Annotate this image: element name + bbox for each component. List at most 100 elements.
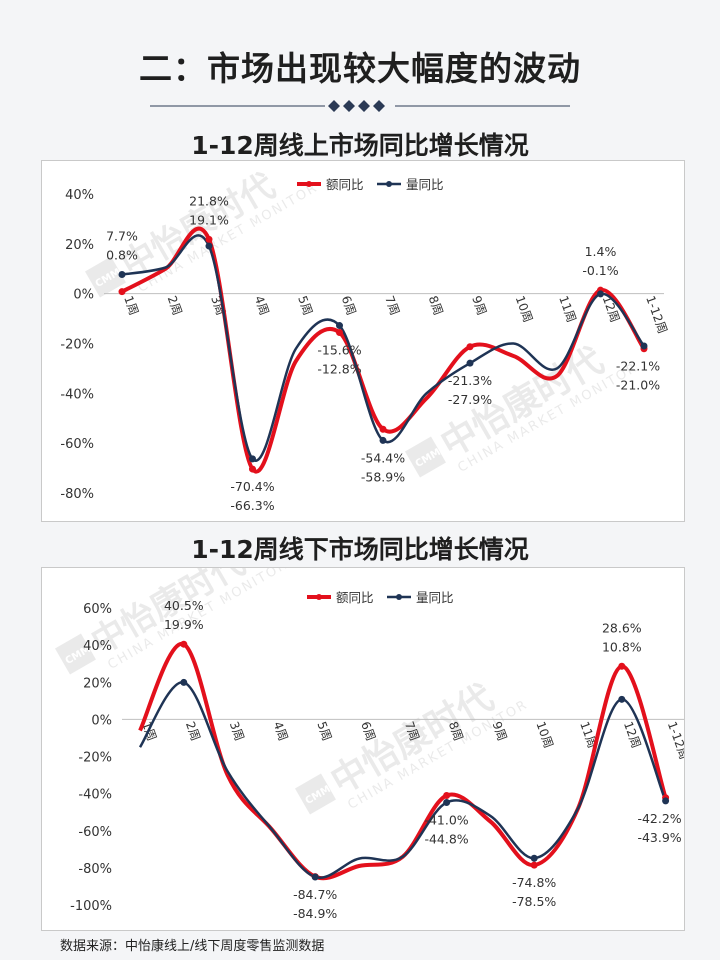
data-label: -84.9% — [293, 906, 337, 921]
y-tick-label: 0% — [91, 713, 112, 728]
legend-marker — [396, 594, 402, 600]
x-tick-label: 4周 — [271, 720, 291, 743]
data-label: -21.0% — [616, 378, 660, 393]
legend-marker — [306, 181, 312, 187]
watermark-logo-icon — [55, 633, 96, 675]
data-point — [618, 662, 626, 670]
data-label: 40.5% — [164, 598, 204, 613]
data-label: 19.1% — [189, 212, 229, 227]
data-label: 0.8% — [106, 247, 138, 262]
data-point — [118, 270, 126, 278]
data-point — [180, 640, 188, 648]
legend-label: 额同比 — [326, 177, 364, 192]
data-point — [205, 235, 213, 243]
page-title: 二：市场出现较大幅度的波动 — [139, 49, 581, 88]
chart1-panel: CMM 中怡康时代 CHINA MARKET MONITOR CMM 中怡康时代 CHIN… — [41, 160, 685, 522]
data-point — [379, 425, 387, 433]
chart2-title: 1-12周线下市场同比增长情况 — [191, 535, 529, 564]
data-point — [530, 861, 538, 869]
x-tick-label: 3周 — [227, 720, 247, 743]
data-point — [379, 436, 387, 444]
data-point — [466, 359, 474, 367]
data-point — [530, 854, 538, 862]
data-point — [443, 799, 451, 807]
x-tick-label: 1周 — [121, 294, 141, 317]
data-point — [180, 678, 188, 686]
x-tick-label: 7周 — [402, 720, 422, 743]
x-tick-label: 2周 — [165, 294, 185, 317]
data-label: 7.7% — [106, 228, 138, 243]
data-point — [640, 342, 648, 350]
legend-label: 量同比 — [406, 177, 444, 192]
chart-legend: 额同比 量同比 — [297, 177, 444, 192]
y-tick-label: 20% — [83, 676, 112, 691]
y-tick-label: -80% — [78, 862, 112, 877]
data-point — [311, 873, 319, 881]
y-tick-label: 60% — [83, 602, 112, 617]
x-tick-label: 5周 — [314, 720, 334, 743]
data-label: 28.6% — [602, 620, 642, 635]
data-point — [249, 455, 256, 463]
x-tick-label: 10周 — [533, 720, 555, 750]
data-label: -0.1% — [582, 263, 618, 278]
series-line-volume — [138, 681, 667, 879]
data-point — [118, 288, 126, 296]
legend-marker — [316, 594, 322, 600]
x-tick-label: 11周 — [556, 294, 578, 324]
data-label: -21.3% — [448, 373, 492, 388]
data-point — [443, 791, 451, 799]
data-label: 10.8% — [602, 639, 642, 654]
legend-marker — [386, 181, 392, 187]
data-label: -54.4% — [361, 450, 405, 465]
y-tick-label: -20% — [60, 338, 94, 353]
x-tick-label: 1-12周 — [665, 720, 684, 762]
x-tick-label: 6周 — [358, 720, 378, 743]
data-label: -66.3% — [230, 498, 274, 513]
y-tick-label: 0% — [73, 288, 94, 303]
watermark-logo-icon — [295, 773, 336, 815]
legend-label: 量同比 — [416, 590, 454, 605]
data-label: -12.8% — [317, 362, 361, 377]
data-label: -58.9% — [361, 469, 405, 484]
x-tick-label: 9周 — [490, 720, 510, 743]
source-note: 数据来源：中怡康线上/线下周度零售监测数据 — [60, 939, 325, 954]
data-label: -84.7% — [293, 887, 337, 902]
x-tick-label: 10周 — [513, 294, 535, 324]
y-tick-label: -80% — [60, 487, 94, 502]
x-tick-label: 8周 — [426, 294, 446, 317]
x-tick-label: 1-12周 — [643, 294, 670, 336]
data-label: -44.8% — [424, 832, 468, 847]
data-label: -78.5% — [512, 894, 556, 909]
x-tick-label: 5周 — [295, 294, 315, 317]
data-point — [597, 290, 604, 298]
data-point — [249, 465, 256, 473]
y-tick-label: -60% — [60, 437, 94, 452]
data-point — [618, 695, 626, 703]
chart-legend: 额同比 量同比 — [307, 590, 454, 605]
data-label: -27.9% — [448, 392, 492, 407]
data-label: -15.6% — [317, 343, 361, 358]
x-tick-label: 2周 — [183, 720, 203, 743]
y-tick-label: -100% — [70, 899, 112, 914]
chart1-title: 1-12周线上市场同比增长情况 — [191, 131, 529, 160]
watermark-logo-icon — [405, 436, 446, 478]
data-label: -70.4% — [230, 479, 274, 494]
data-label: -42.2% — [637, 811, 681, 826]
y-tick-label: -40% — [78, 788, 112, 803]
y-tick-label: -40% — [60, 387, 94, 402]
data-label: -41.0% — [424, 813, 468, 828]
data-label: -43.9% — [637, 830, 681, 845]
title-divider — [150, 100, 570, 112]
data-point — [466, 343, 474, 351]
y-tick-label: -60% — [78, 825, 112, 840]
series-line-amount — [121, 226, 646, 474]
data-point — [662, 797, 670, 805]
y-tick-label: 40% — [65, 188, 94, 203]
y-tick-label: 20% — [65, 238, 94, 253]
data-label: 21.8% — [189, 193, 229, 208]
x-tick-label: 6周 — [339, 294, 359, 317]
